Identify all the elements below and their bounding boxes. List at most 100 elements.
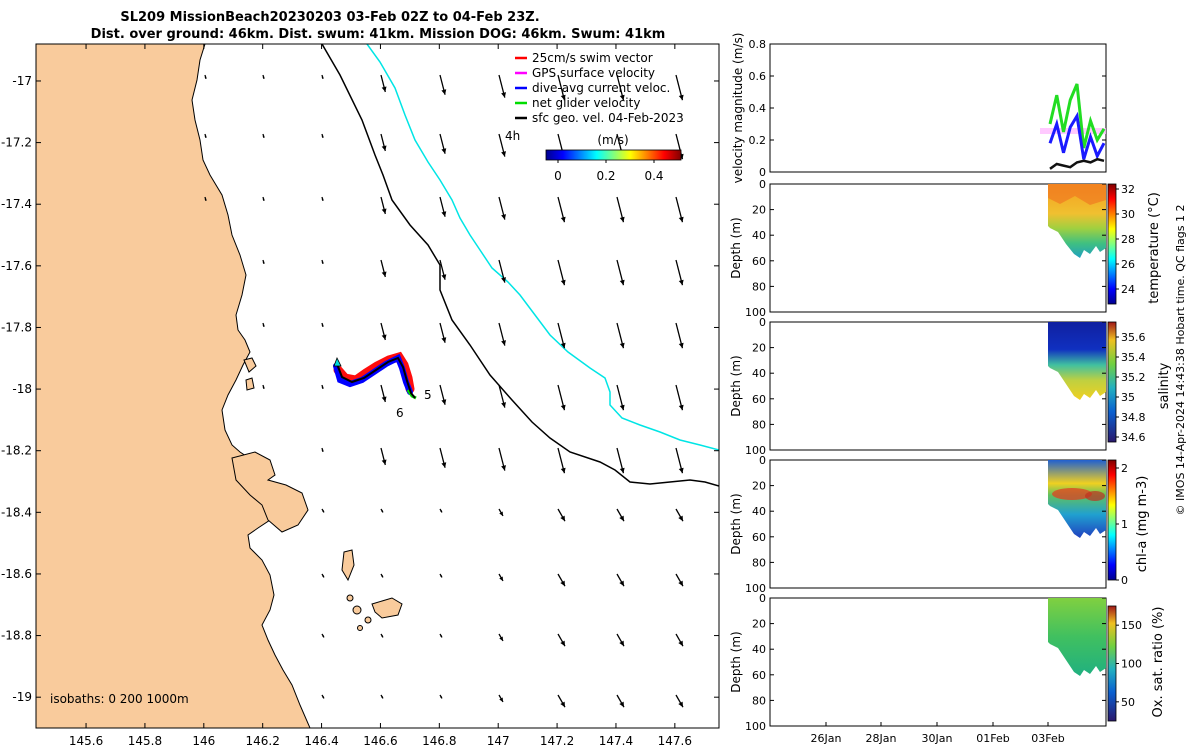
depth-tick-label: 100 [745,582,766,595]
velocity-arrow-head [441,211,447,217]
colorbar-tick-label: 30 [1121,208,1135,221]
velocity-arrow-head [321,324,324,327]
date-tick-label: 26Jan [811,732,842,745]
velocity-arrow-head [619,467,625,474]
land-island-dunk [243,357,257,373]
depth-tick-label: 100 [745,444,766,457]
legend-label: net glider velocity [532,96,640,110]
map-x-tick-label: 147 [487,734,510,748]
land-island-family [245,377,255,391]
chla-colorbar [1107,459,1117,581]
colorbar-tick-label: 35.2 [1121,371,1146,384]
map-x-tick-label: 146 [192,734,215,748]
map-x-tick-label: 147.2 [540,734,574,748]
isobath-1000m [366,44,719,451]
depth-tick-label: 80 [752,280,766,293]
depth-tick-label: 0 [759,178,766,191]
velocity-arrow-head [678,701,683,708]
oxygen-ylabel: Depth (m) [729,631,743,692]
map-y-tick-label: -18.6 [1,567,32,581]
colorbar-tick-label: 35.6 [1121,331,1146,344]
map-y-tick-label: -18.2 [1,444,32,458]
temperature-cblabel: temperature (°C) [1147,192,1162,304]
velocity-series-line [1048,83,1106,149]
date-tick-label: 03Feb [1031,732,1064,745]
velocity-arrow-head [321,386,324,389]
legend-label: sfc geo. vel. 04-Feb-2023 [532,111,684,125]
map-x-tick-label: 145.6 [69,734,103,748]
velocity-tick-label: 0.2 [749,134,767,147]
depth-tick-label: 0 [759,592,766,605]
oxygen-panel: Depth (m) Ox. sat. ratio (%) 50 100 150 [729,597,1166,727]
velocity-arrow-head [440,696,442,699]
map-y-tick-label: -17.2 [1,136,32,150]
colorbar-tick-label: 2 [1121,462,1128,475]
depth-tick-label: 20 [752,204,766,217]
colorbar-tick-label: 26 [1121,258,1135,271]
map-y-tick-label: -18.8 [1,629,32,643]
velocity-arrow-head [321,198,324,201]
temperature-colorbar [1107,183,1117,305]
velocity-arrow-head [560,404,566,411]
velocity-arrow-head [204,198,207,201]
glider-track [333,351,417,400]
map-x-tick-label: 146.6 [363,734,397,748]
date-tick-label: 28Jan [866,732,897,745]
temperature-ylabel: Depth (m) [729,217,743,278]
velocity-arrow-head [678,467,684,474]
temperature-ticks: 24 26 28 30 32 [1116,183,1135,296]
velocity-arrow-head [321,135,324,138]
velocity-arrow-head [321,261,324,264]
figure-title: SL209 MissionBeach20230203 03-Feb 02Z to… [120,10,539,25]
colorbar-tick-label: 35 [1121,391,1135,404]
colorbar-label: (m/s) [597,133,628,147]
velocity-arrow-head [381,86,387,92]
velocity-arrow-head [381,696,383,699]
map-y-tick-label: -17 [12,74,32,88]
salinity-ticks: 34.6 34.8 35 35.2 35.4 35.6 [1116,331,1146,444]
oxygen-colorbar [1107,605,1117,722]
velocity-arrow-head [381,396,387,402]
velocity-arrow-head [262,261,265,264]
depth-tick-label: 80 [752,694,766,707]
velocity-arrow-head [501,402,506,408]
colorbar-tick-label: 28 [1121,233,1135,246]
figure-subtitle: Dist. over ground: 46km. Dist. swum: 41k… [91,27,666,42]
velocity-arrow-head [619,701,624,708]
map-x-tick-label: 145.8 [128,734,162,748]
isobath-200m [321,44,719,487]
velocity-arrow-head [560,701,565,708]
colorbar-tick-label: 24 [1121,283,1135,296]
velocity-tick-label: 0.6 [749,70,767,83]
oxygen-cblabel: Ox. sat. ratio (%) [1151,607,1166,718]
velocity-arrow-head [499,576,503,581]
velocity-arrow-head [560,467,566,474]
velocity-arrow-head [381,145,387,151]
temperature-panel: Depth (m) temperature (°C) 24 26 28 30 32 [729,183,1162,313]
velocity-series [1048,83,1106,170]
velocity-arrow-head [321,76,324,79]
colorbar-tick-1: 0.2 [596,169,615,183]
velocity-arrow-head [441,399,447,405]
map-y-tick-label: -17.8 [1,320,32,334]
depth-tick-label: 20 [752,618,766,631]
velocity-arrow-head [262,386,265,389]
velocity-arrow-head [204,76,207,79]
oxygen-ticks: 50 100 150 [1116,619,1142,709]
velocity-tick-label: 0.4 [749,102,767,115]
map-x-tick-label: 146.2 [246,734,280,748]
depth-tick-label: 20 [752,342,766,355]
map-y-ticks: -17 -17.2 -17.4 -17.6 -17.8 -18 -18.2 -18.4 -18.… [1,74,719,704]
colorbar-tick-label: 32 [1121,183,1135,196]
depth-tick-label: 60 [752,531,766,544]
velocity-arrow-head [560,279,566,286]
velocity-arrow-head [381,575,383,578]
velocity-arrow-head [501,340,506,346]
salinity-cblabel: salinity [1157,362,1172,409]
velocity-arrow-head [381,459,387,465]
land-island-small [341,549,355,582]
colorbar-tick-0: 0 [554,169,562,183]
velocity-arrow-head [499,697,503,702]
velocity-arrow-head [321,449,324,452]
